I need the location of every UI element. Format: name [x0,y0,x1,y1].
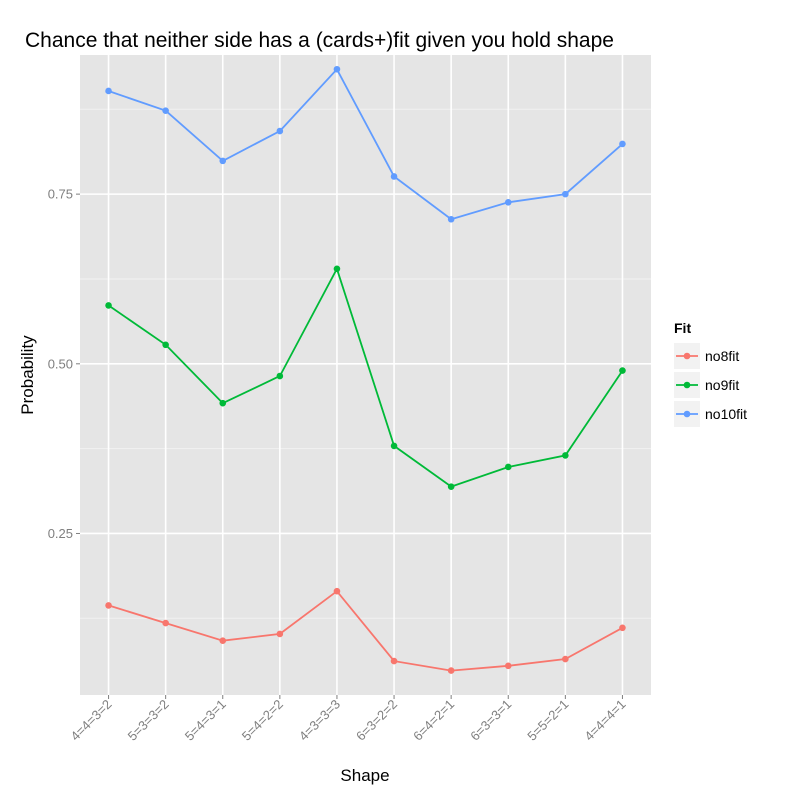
data-point-no9fit [390,442,398,450]
data-point-no9fit [162,341,169,349]
data-point-no9fit [333,265,341,273]
x-tick-label: 5=3=3=2 [125,697,172,744]
legend-key-point [683,410,691,418]
minor-gridlines [80,108,651,619]
series-line-no10fit [108,67,624,221]
y-axis: 0.25 0.50 0.75 [48,187,80,541]
y-tick-label: 0.75 [48,187,73,202]
series-line-no8fit [108,589,623,672]
x-axis-title: Shape [340,766,389,785]
data-point-no8fit [447,667,455,674]
legend: Fit no8fit no9fit no10fit [674,320,747,427]
x-tick-label: 4=3=3=3 [296,697,343,744]
y-tick-label: 0.50 [48,356,73,371]
series-layer [105,65,626,674]
data-point-no8fit [162,619,169,627]
data-point-no8fit [562,655,569,663]
data-point-no10fit [105,87,112,95]
x-tick-label: 5=4=3=1 [182,697,229,744]
legend-key-point [683,352,691,360]
data-point-no10fit [447,215,455,223]
data-point-no10fit [390,173,398,180]
data-point-no10fit [219,157,227,165]
y-axis-title: Probability [18,335,37,415]
data-point-no9fit [619,367,626,374]
data-point-no10fit [162,107,169,114]
x-tick-label: 6=4=2=1 [410,697,457,744]
data-point-no8fit [276,630,284,638]
data-point-no9fit [219,399,227,407]
data-point-no8fit [390,657,398,665]
legend-title: Fit [674,320,691,336]
data-point-no9fit [276,372,284,380]
x-tick-label: 6=3=2=2 [353,697,400,744]
x-tick-label: 4=4=4=1 [581,697,628,744]
data-point-no9fit [504,463,512,471]
x-tick-label: 4=4=3=2 [68,697,115,744]
legend-key-point [683,381,691,389]
data-point-no10fit [562,190,569,198]
x-tick-label: 5=4=2=2 [239,697,286,744]
x-tick-label: 6=3=3=1 [467,697,514,744]
legend-label: no9fit [705,377,739,393]
x-tick-label: 5=5=2=1 [524,697,571,744]
legend-label: no8fit [705,348,739,364]
y-tick-label: 0.25 [48,526,73,541]
data-point-no10fit [619,140,626,148]
data-point-no10fit [276,127,284,135]
data-point-no9fit [562,452,569,459]
data-point-no8fit [219,637,227,645]
x-axis: 4=4=3=2 5=3=3=2 5=4=3=1 5=4=2=2 4=3=3=3 6=3=2… [68,695,629,744]
data-point-no10fit [504,198,512,206]
legend-label: no10fit [705,406,747,422]
data-point-no8fit [105,602,112,609]
plot-panel [80,55,651,695]
data-point-no8fit [619,624,626,632]
data-point-no8fit [333,587,341,595]
data-point-no8fit [504,662,512,670]
chart-title: Chance that neither side has a (cards+)f… [25,29,614,52]
series-line-no9fit [107,266,624,488]
data-point-no9fit [105,302,112,309]
data-point-no9fit [447,483,455,490]
data-point-no10fit [333,65,341,73]
